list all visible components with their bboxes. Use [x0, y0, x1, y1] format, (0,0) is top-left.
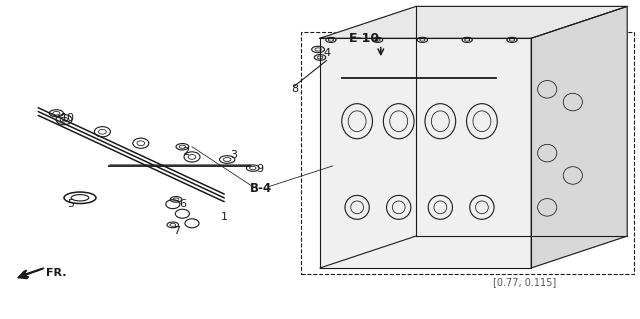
Text: E-10: E-10 — [349, 32, 380, 45]
Polygon shape — [531, 6, 627, 268]
Polygon shape — [320, 6, 627, 38]
Text: 1: 1 — [221, 212, 228, 222]
Text: 10: 10 — [61, 113, 75, 123]
Text: 9: 9 — [256, 164, 263, 174]
Text: [0.77, 0.115]: [0.77, 0.115] — [493, 277, 556, 287]
Text: B-4: B-4 — [250, 182, 272, 195]
Polygon shape — [320, 38, 531, 268]
Text: 6: 6 — [179, 199, 186, 209]
Text: FR.: FR. — [46, 268, 67, 278]
Text: 3: 3 — [230, 150, 237, 160]
Text: 4: 4 — [323, 48, 330, 58]
Text: 8: 8 — [291, 84, 298, 94]
Text: 2: 2 — [182, 146, 189, 157]
Text: 5: 5 — [67, 199, 74, 209]
Text: 7: 7 — [173, 226, 180, 236]
